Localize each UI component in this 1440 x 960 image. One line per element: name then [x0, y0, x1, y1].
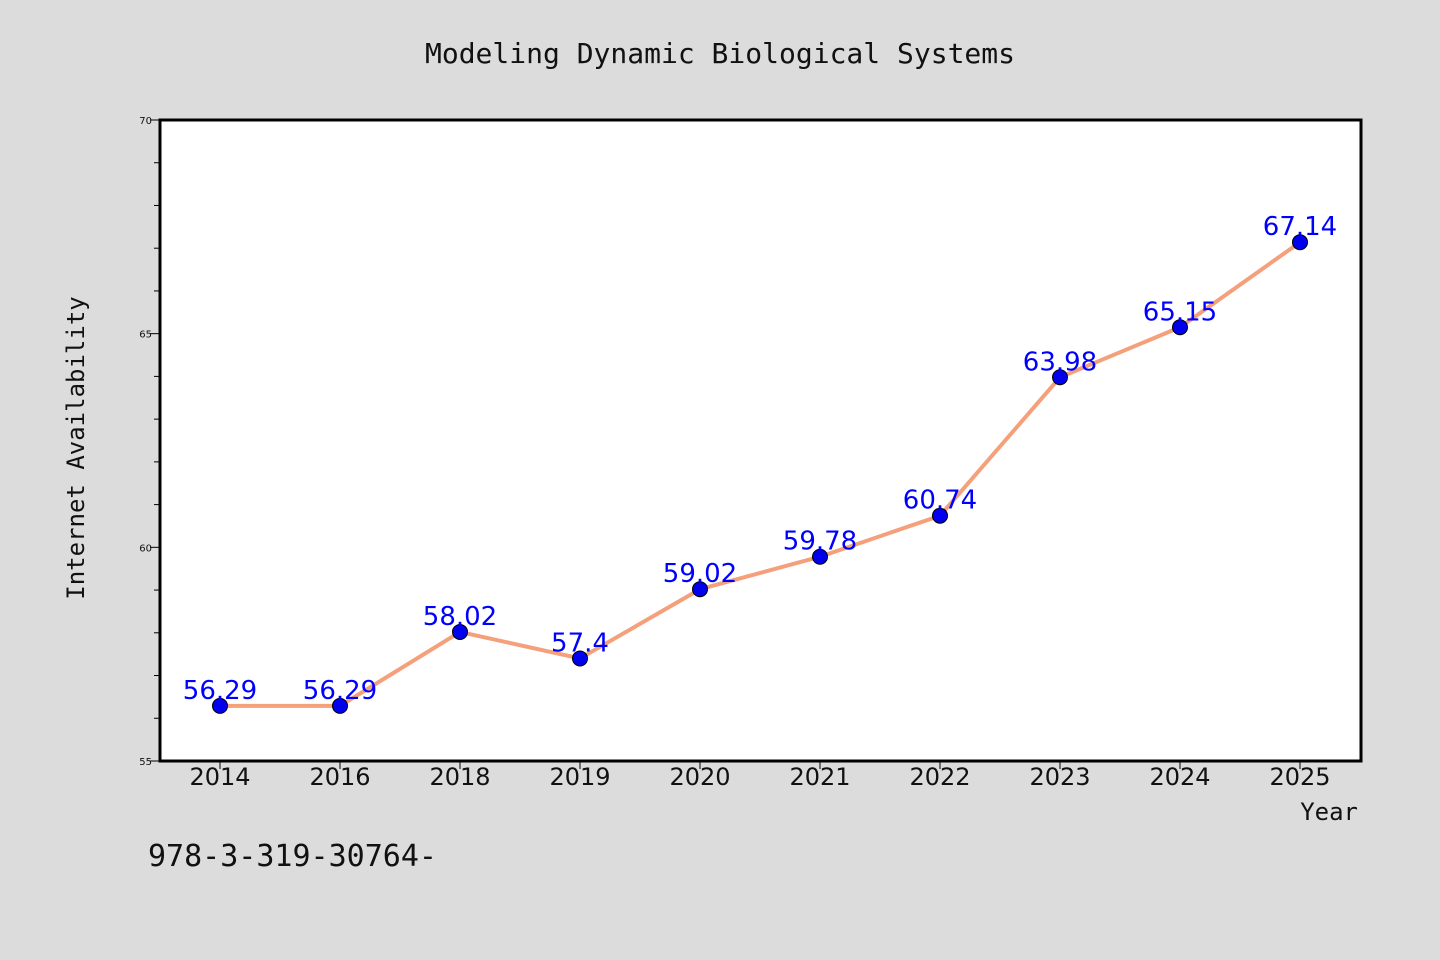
data-label: 59.78 [783, 527, 857, 557]
series-line [220, 240, 1302, 708]
data-point [452, 623, 468, 640]
x-tick-label: 2018 [429, 763, 490, 791]
data-label: 56.29 [183, 676, 257, 706]
data-label: 56.29 [303, 676, 377, 706]
data-point [1052, 369, 1068, 386]
data-label: 57.4 [551, 628, 609, 658]
x-tick-label: 2020 [669, 763, 730, 791]
data-label: 58.02 [423, 602, 497, 632]
chart-title: Modeling Dynamic Biological Systems [425, 37, 1015, 70]
x-tick-label: 2024 [1149, 763, 1210, 791]
x-axis-label: Year [1300, 798, 1358, 826]
data-label: 65.15 [1143, 297, 1217, 327]
x-tick-label: 2016 [309, 763, 370, 791]
x-tick-label: 2014 [189, 763, 250, 791]
series-group: 56.29 56.29 58.02 57.4 59.02 59.78 60.74 63.98 6… [183, 212, 1337, 714]
data-point [572, 650, 588, 667]
x-tick-label: 2025 [1269, 763, 1330, 791]
y-tick-label: 70 [139, 116, 152, 127]
data-point [932, 507, 948, 524]
x-tick-label: 2021 [789, 763, 850, 791]
x-tick-label: 2022 [909, 763, 970, 791]
y-tick-label: 55 [139, 757, 152, 768]
data-label: 67.14 [1263, 212, 1337, 242]
x-axis: 2014 2016 2018 2019 2020 2021 2022 2023 2024 2025 [189, 761, 1331, 791]
data-point [1292, 234, 1308, 251]
y-tick-label: 60 [139, 543, 152, 554]
y-axis-label: Internet Availability [62, 296, 90, 599]
x-tick-label: 2019 [549, 763, 610, 791]
x-tick-label: 2023 [1029, 763, 1090, 791]
data-point [212, 697, 228, 714]
data-label: 63.98 [1023, 347, 1097, 377]
y-tick-label: 65 [139, 330, 152, 341]
data-label: 59.02 [663, 559, 737, 589]
data-point [332, 697, 348, 714]
y-axis: 55 60 65 70 [139, 116, 160, 768]
data-point [1172, 319, 1188, 336]
plot-area [158, 118, 1363, 763]
footer-text: 978-3-319-30764- [148, 839, 437, 874]
data-label: 60.74 [903, 486, 977, 516]
data-point [692, 581, 708, 598]
data-point [812, 548, 828, 565]
